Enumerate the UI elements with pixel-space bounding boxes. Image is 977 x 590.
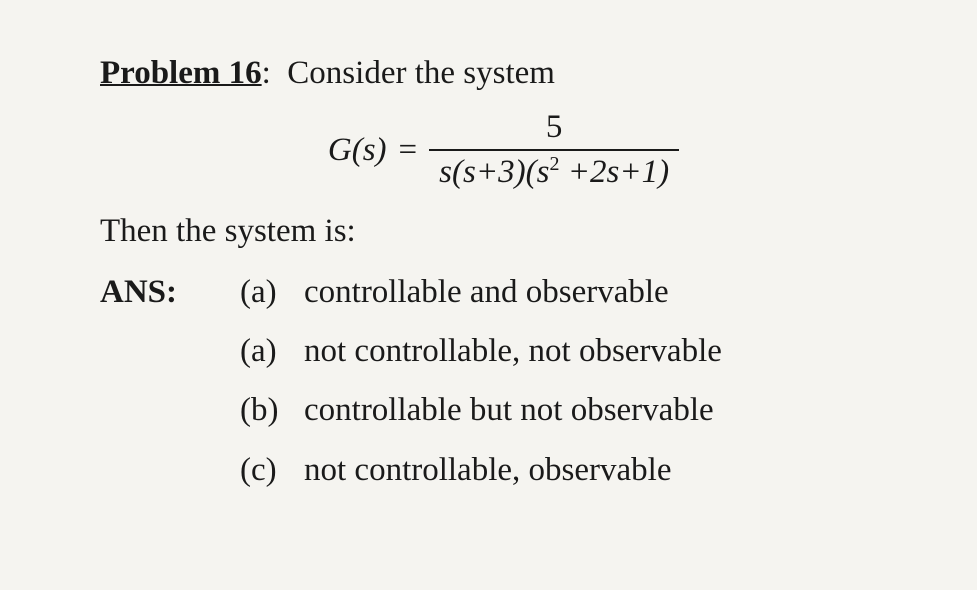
option-letter: (a) (240, 326, 304, 377)
answer-block: ANS: (a) controllable and observable (a)… (100, 267, 907, 504)
option-text: not controllable, not observable (304, 326, 722, 377)
equation-fraction: 5 s(s+3)(s2 +2s+1) (429, 109, 679, 192)
problem-label: Problem 16 (100, 55, 262, 91)
option-row: (b) controllable but not observable (240, 385, 907, 436)
problem-prompt: Consider the system (287, 55, 555, 91)
problem-colon: : (262, 55, 271, 91)
answer-label: ANS: (100, 267, 240, 318)
option-row: (a) controllable and observable (240, 267, 907, 318)
equation-lhs: G(s) (328, 125, 387, 176)
options-list: (a) controllable and observable (a) not … (240, 267, 907, 504)
then-text: Then the system is: (100, 206, 907, 257)
option-text: controllable and observable (304, 267, 669, 318)
option-letter: (c) (240, 445, 304, 496)
option-letter: (a) (240, 267, 304, 318)
option-row: (a) not controllable, not observable (240, 326, 907, 377)
problem-heading: Problem 16: Consider the system (100, 48, 907, 99)
equation-block: G(s) = 5 s(s+3)(s2 +2s+1) (100, 109, 907, 192)
equation-equals: = (399, 125, 418, 176)
fraction-numerator: 5 (536, 109, 573, 149)
option-text: not controllable, observable (304, 445, 671, 496)
fraction-denominator: s(s+3)(s2 +2s+1) (429, 149, 679, 192)
option-text: controllable but not observable (304, 385, 714, 436)
document-page: Problem 16: Consider the system G(s) = 5… (0, 0, 977, 544)
option-row: (c) not controllable, observable (240, 445, 907, 496)
option-letter: (b) (240, 385, 304, 436)
